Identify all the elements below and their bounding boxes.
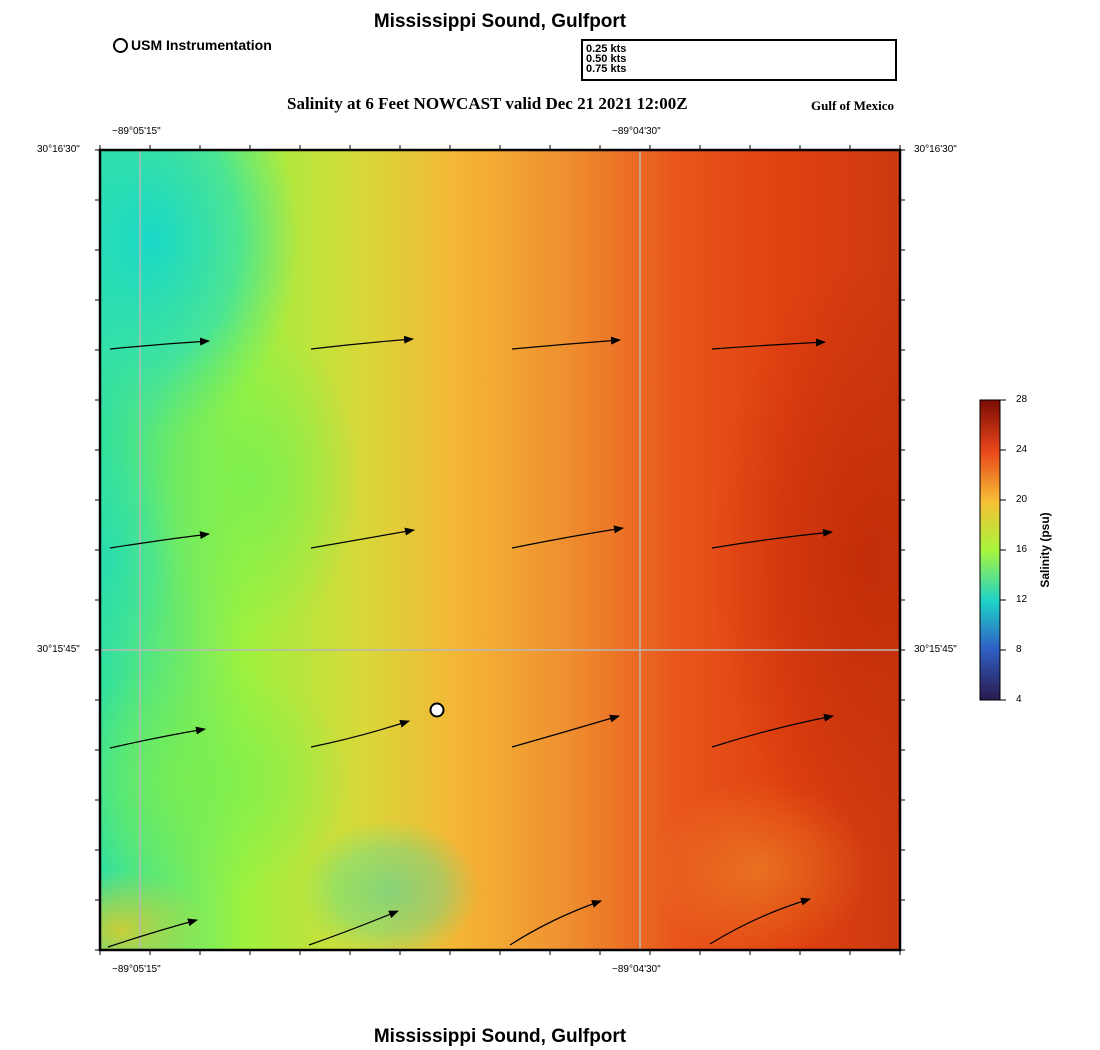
- current-arrow-icon: [310, 719, 410, 748]
- current-arrow-icon: [308, 910, 399, 946]
- current-vectors: [107, 335, 834, 948]
- station-circle-icon[interactable]: [429, 702, 445, 718]
- colorbar-tick-label: 12: [1016, 594, 1028, 605]
- current-arrow-icon: [511, 525, 624, 549]
- colorbar-tick-label: 8: [1016, 644, 1022, 655]
- map-title: Mississippi Sound, Gulfport: [373, 11, 627, 32]
- station-circle-icon: [113, 37, 128, 53]
- vector-legend-label: 0.75 kts: [586, 63, 627, 75]
- current-arrow-icon: [310, 335, 414, 350]
- region-label: Gulf of Mexico: [811, 98, 895, 113]
- current-arrow-icon: [509, 900, 602, 946]
- lon-label-top-right: −89°04'30": [612, 126, 661, 137]
- current-arrow-icon: [107, 918, 198, 948]
- current-arrow-icon: [109, 531, 210, 549]
- colorbar: [979, 399, 1001, 701]
- colorbar-label: Salinity (psu): [1038, 512, 1052, 588]
- current-arrow-icon: [109, 726, 206, 749]
- colorbar-ticks: [1000, 399, 1006, 701]
- lat-label-left-top: 30°16'30": [37, 144, 80, 155]
- colorbar-tick-label: 24: [1016, 444, 1028, 455]
- frame-ticks: [95, 145, 905, 955]
- current-arrow-icon: [511, 336, 621, 350]
- map-title-bottom: Mississippi Sound, Gulfport: [373, 1026, 627, 1047]
- current-arrow-icon: [711, 713, 834, 748]
- vector-legend: 0.25 kts 0.50 kts 0.75 kts: [581, 39, 897, 81]
- lat-label-right-mid: 30°15'45": [914, 644, 957, 655]
- station-legend-label: USM Instrumentation: [131, 37, 272, 53]
- vector-legend-label: 0.50 kts: [586, 53, 627, 65]
- current-arrow-icon: [109, 337, 210, 350]
- current-arrow-icon: [310, 527, 415, 549]
- current-arrow-icon: [511, 714, 620, 748]
- station-legend: USM Instrumentation: [113, 37, 272, 53]
- lat-label-right-top: 30°16'30": [914, 144, 957, 155]
- colorbar-tick-label: 20: [1016, 494, 1028, 505]
- lon-label-bottom-left: −89°05'15": [112, 964, 161, 975]
- colorbar-tick-label: 16: [1016, 544, 1028, 555]
- current-arrow-icon: [709, 897, 811, 945]
- colorbar-tick-label: 28: [1016, 394, 1028, 405]
- colorbar-tick-label: 4: [1016, 694, 1022, 705]
- current-arrow-icon: [711, 338, 826, 350]
- map-subtitle: Salinity at 6 Feet NOWCAST valid Dec 21 …: [287, 94, 688, 113]
- lon-label-top-left: −89°05'15": [112, 126, 161, 137]
- graticule: [100, 150, 900, 950]
- current-arrow-icon: [711, 528, 833, 549]
- vector-legend-label: 0.25 kts: [586, 43, 627, 55]
- lon-label-bottom-right: −89°04'30": [612, 964, 661, 975]
- salinity-field: [100, 150, 900, 950]
- lat-label-left-mid: 30°15'45": [37, 644, 80, 655]
